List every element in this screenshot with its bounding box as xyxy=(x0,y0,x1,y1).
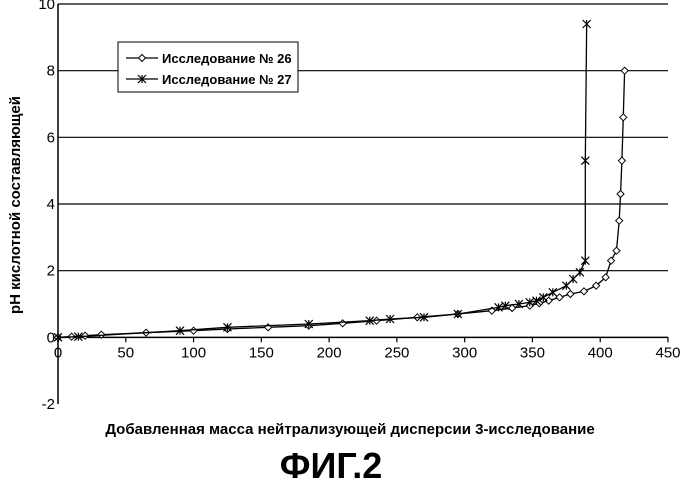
data-point xyxy=(567,291,574,298)
y-tick-label: 8 xyxy=(47,63,55,80)
data-point xyxy=(608,257,615,264)
y-tick-label: 4 xyxy=(47,196,55,213)
x-tick-label: 0 xyxy=(54,344,62,361)
x-tick-label: 450 xyxy=(655,344,680,361)
y-tick-labels: -2 0 2 4 6 8 10 xyxy=(38,0,55,413)
data-point xyxy=(583,20,591,28)
x-tick-label: 150 xyxy=(249,344,274,361)
x-axis-label: Добавленная масса нейтрализующей дисперс… xyxy=(105,421,594,438)
x-tick-label: 200 xyxy=(317,344,342,361)
data-point xyxy=(621,67,628,74)
x-tick-label: 250 xyxy=(384,344,409,361)
y-tick-label: 10 xyxy=(38,0,55,13)
data-point xyxy=(339,320,346,327)
y-axis-label: pH кислотной составляющей xyxy=(7,96,24,314)
x-tick-label: 100 xyxy=(181,344,206,361)
data-point xyxy=(580,288,587,295)
legend-label-26: Исследование № 26 xyxy=(162,51,292,66)
x-tick-label: 300 xyxy=(452,344,477,361)
legend: Исследование № 26 Исследование № 27 xyxy=(118,42,298,92)
y-tick-label: -2 xyxy=(42,396,55,413)
y-tick-label: 2 xyxy=(47,263,55,280)
y-tick-label: 0 xyxy=(47,329,55,346)
x-tick-label: 400 xyxy=(588,344,613,361)
data-point xyxy=(190,327,197,334)
data-point xyxy=(618,157,625,164)
data-point xyxy=(265,324,272,331)
legend-label-27: Исследование № 27 xyxy=(162,72,292,87)
data-point xyxy=(581,257,589,265)
data-point xyxy=(581,157,589,165)
data-point xyxy=(616,217,623,224)
y-tick-label: 6 xyxy=(47,129,55,146)
data-point xyxy=(613,247,620,254)
data-point xyxy=(549,288,557,296)
x-tick-labels: 0 50 100 150 200 250 300 350 400 450 xyxy=(54,344,681,361)
data-point xyxy=(576,268,584,276)
data-point xyxy=(556,294,563,301)
x-tick-label: 350 xyxy=(520,344,545,361)
x-tick-label: 50 xyxy=(117,344,134,361)
data-point xyxy=(620,114,627,121)
figure-label: ФИГ.2 xyxy=(280,445,383,486)
data-point xyxy=(617,191,624,198)
